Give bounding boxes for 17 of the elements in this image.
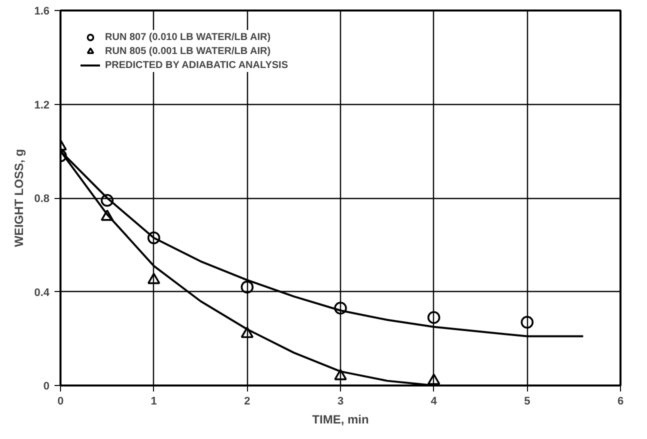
y-tick-label: 0.8 bbox=[34, 193, 50, 205]
x-tick-label: 0 bbox=[57, 396, 64, 408]
y-tick-label: 0.4 bbox=[34, 286, 50, 299]
x-tick-label: 1 bbox=[150, 396, 157, 408]
y-axis-title: WEIGHT LOSS, g bbox=[12, 149, 26, 247]
y-tick-label: 1.6 bbox=[34, 6, 50, 18]
x-tick-label: 6 bbox=[617, 396, 624, 408]
x-tick-label: 5 bbox=[524, 396, 530, 408]
legend-label: PREDICTED BY ADIABATIC ANALYSIS bbox=[105, 60, 288, 70]
y-tick-label: 1.2 bbox=[34, 99, 50, 112]
x-tick-label: 4 bbox=[430, 396, 438, 408]
x-tick-label: 3 bbox=[337, 396, 344, 408]
legend-label: RUN 805 (0.001 LB WATER/LB AIR) bbox=[105, 46, 271, 56]
x-tick-label: 2 bbox=[244, 396, 250, 408]
x-axis-title: TIME, min bbox=[312, 412, 369, 426]
legend-label: RUN 807 (0.010 LB WATER/LB AIR) bbox=[105, 32, 271, 42]
y-tick-label: 0 bbox=[43, 380, 50, 392]
